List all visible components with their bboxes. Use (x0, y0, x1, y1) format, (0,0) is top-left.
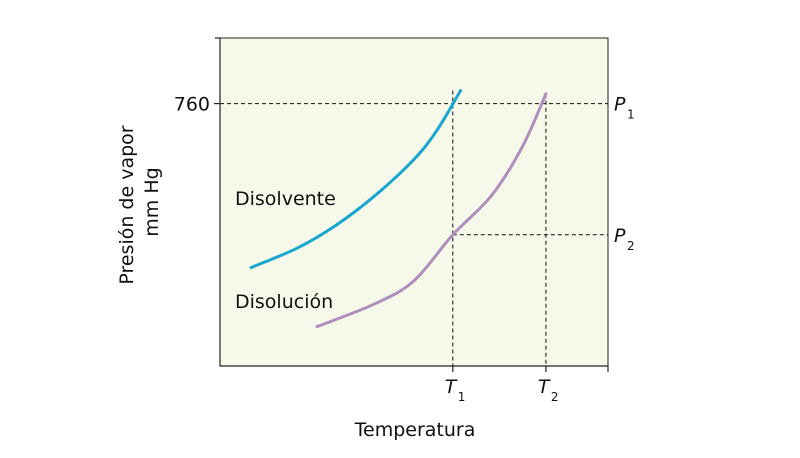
axes (215, 37, 609, 372)
y-tick-label-0: 760 (174, 94, 210, 116)
x-axis-label: Temperatura (354, 419, 476, 441)
series-label-disolucion: Disolución (235, 291, 333, 313)
y-axis-label: Presión de vapor mm Hg (116, 119, 163, 284)
chart-labels: Temperatura Presión de vapor mm Hg Disol… (116, 94, 635, 441)
x-marker-subscript-0: 1 (458, 390, 466, 404)
series-label-disolvente: Disolvente (235, 188, 336, 210)
plot-area (219, 37, 609, 367)
series-curves (249, 88, 548, 329)
x-marker-subscript-1: 2 (551, 390, 559, 404)
x-marker-label-0: T (445, 376, 458, 398)
y-marker-label-0: P (614, 94, 626, 116)
x-marker-label-1: T (538, 376, 551, 398)
y-marker-subscript-1: 2 (627, 239, 635, 253)
y-axis-label-line-2: mm Hg (141, 167, 163, 236)
y-marker-subscript-0: 1 (627, 108, 635, 122)
series-line-0 (249, 88, 463, 270)
y-marker-label-1: P (614, 225, 626, 247)
series-line-1 (315, 92, 548, 329)
y-axis-label-line-1: Presión de vapor (116, 125, 138, 284)
